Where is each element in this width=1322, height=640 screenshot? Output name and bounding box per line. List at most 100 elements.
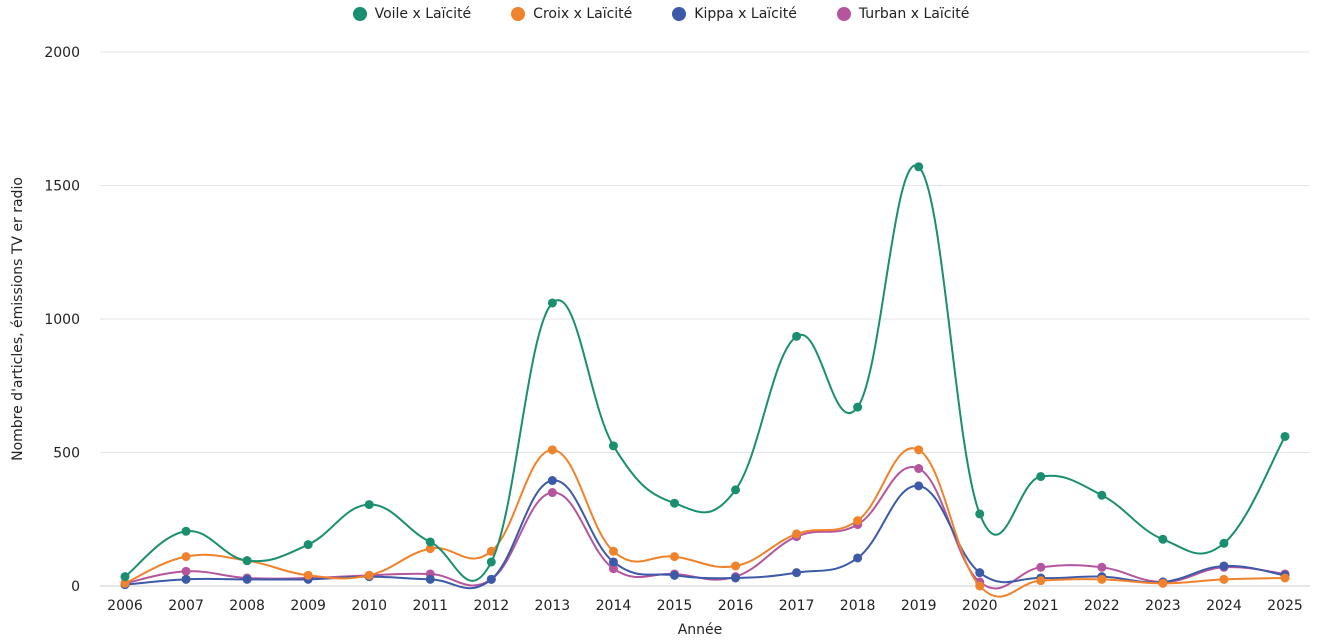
data-point — [181, 526, 191, 536]
data-point — [731, 485, 741, 495]
data-point — [1036, 562, 1046, 572]
data-point — [1097, 562, 1107, 572]
x-tick-label: 2018 — [840, 598, 876, 614]
data-point — [975, 568, 985, 578]
legend-label: Turban x Laïcité — [858, 6, 970, 22]
y-tick-label: 500 — [53, 446, 80, 462]
data-point — [1097, 490, 1107, 500]
x-tick-label: 2010 — [351, 598, 387, 614]
data-point — [669, 552, 679, 562]
data-point — [303, 570, 313, 580]
data-point — [1219, 561, 1229, 571]
data-point — [303, 540, 313, 550]
x-tick-label: 2013 — [535, 598, 571, 614]
x-tick-label: 2017 — [779, 598, 815, 614]
data-point — [1219, 538, 1229, 548]
data-point — [120, 578, 130, 588]
data-point — [364, 570, 374, 580]
legend-label: Voile x Laïcité — [374, 6, 472, 22]
legend-dot-icon — [511, 7, 526, 21]
data-point — [1280, 431, 1290, 441]
data-point — [1219, 574, 1229, 584]
data-point — [975, 509, 985, 519]
x-tick-label: 2011 — [412, 598, 448, 614]
data-point — [486, 557, 496, 567]
data-point — [853, 516, 863, 526]
data-point — [1097, 574, 1107, 584]
data-point — [425, 574, 435, 584]
data-point — [853, 553, 863, 563]
legend-label: Kippa x Laïcité — [694, 6, 797, 22]
data-point — [669, 570, 679, 580]
data-point — [1036, 472, 1046, 482]
data-point — [181, 552, 191, 562]
data-point — [914, 464, 924, 474]
x-tick-label: 2019 — [901, 598, 937, 614]
data-point — [364, 500, 374, 510]
legend-dot-icon — [672, 7, 687, 21]
data-point — [1158, 578, 1168, 588]
legend-item[interactable]: Turban x Laïcité — [836, 6, 970, 22]
data-point — [608, 441, 618, 451]
x-tick-label: 2015 — [657, 598, 693, 614]
legend-dot-icon — [836, 7, 851, 21]
legend-label: Croix x Laïcité — [533, 6, 633, 22]
series-line — [124, 164, 1286, 582]
x-tick-label: 2024 — [1206, 598, 1242, 614]
data-point — [181, 574, 191, 584]
legend-dot-icon — [352, 7, 367, 21]
series-group — [120, 464, 1290, 590]
x-tick-label: 2025 — [1267, 598, 1303, 614]
data-point — [547, 476, 557, 486]
y-tick-label: 2000 — [44, 45, 80, 61]
y-tick-label: 1000 — [44, 312, 80, 328]
x-tick-label: 2016 — [718, 598, 754, 614]
data-point — [1280, 573, 1290, 583]
x-tick-label: 2020 — [962, 598, 998, 614]
series-line — [124, 479, 1286, 590]
data-point — [120, 572, 130, 582]
data-point — [242, 574, 252, 584]
x-tick-label: 2021 — [1023, 598, 1059, 614]
legend-item[interactable]: Voile x Laïcité — [352, 6, 472, 22]
data-point — [853, 402, 863, 412]
x-tick-label: 2008 — [229, 598, 265, 614]
series-group — [120, 162, 1290, 582]
y-axis-title: Nombre d'articles, émissions TV er radio — [10, 177, 26, 461]
legend: Voile x Laïcité Croix x Laïcité Kippa x La… — [0, 6, 1322, 22]
x-tick-label: 2022 — [1084, 598, 1120, 614]
series-line — [124, 465, 1286, 590]
data-point — [608, 564, 618, 574]
x-tick-label: 2014 — [596, 598, 632, 614]
x-tick-label: 2023 — [1145, 598, 1181, 614]
x-axis-title: Année — [678, 622, 723, 638]
data-point — [608, 546, 618, 556]
x-tick-label: 2007 — [168, 598, 204, 614]
y-tick-label: 0 — [71, 579, 80, 595]
data-point — [669, 498, 679, 508]
data-point — [792, 529, 802, 539]
series-group — [120, 445, 1290, 598]
legend-item[interactable]: Kippa x Laïcité — [672, 6, 797, 22]
data-point — [486, 546, 496, 556]
data-point — [792, 568, 802, 578]
data-point — [1158, 534, 1168, 544]
data-point — [425, 537, 435, 547]
data-point — [731, 561, 741, 571]
data-point — [731, 573, 741, 583]
x-tick-label: 2006 — [107, 598, 143, 614]
data-point — [792, 331, 802, 341]
data-point — [547, 488, 557, 498]
legend-item[interactable]: Croix x Laïcité — [511, 6, 632, 22]
data-point — [547, 298, 557, 308]
data-point — [547, 445, 557, 455]
data-point — [181, 566, 191, 576]
series-line — [124, 447, 1286, 598]
data-point — [1036, 576, 1046, 586]
data-point — [914, 481, 924, 491]
data-point — [242, 556, 252, 566]
data-point — [425, 544, 435, 554]
x-tick-label: 2009 — [290, 598, 326, 614]
